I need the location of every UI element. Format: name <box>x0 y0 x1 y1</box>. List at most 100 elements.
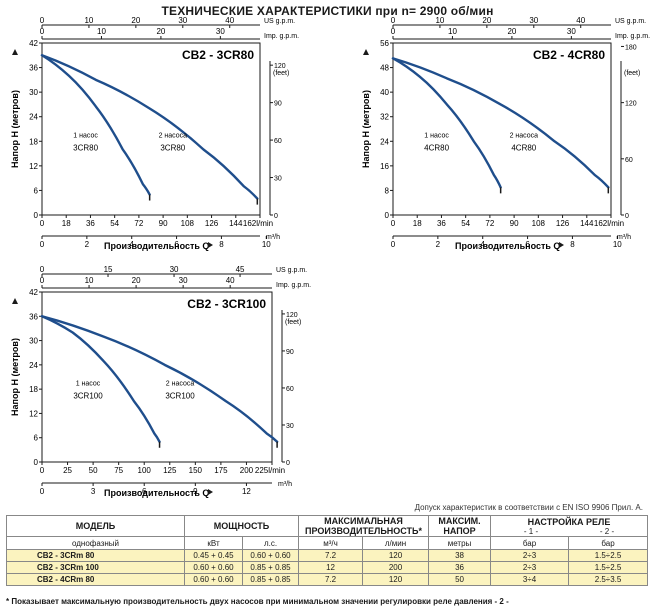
top-tick-label-us: 0 <box>40 265 45 274</box>
bottom-tick-label-m3h: 8 <box>570 240 575 249</box>
bottom-tick-label-m3h: 6 <box>174 240 179 249</box>
x-tick-label: 162l/min <box>243 219 273 228</box>
top-tick-label-imp: 30 <box>567 27 576 36</box>
plot-frame <box>392 42 612 216</box>
y-tick-label: 30 <box>29 88 38 97</box>
y-tick-label: 18 <box>29 137 38 146</box>
curve-annotation-line2: 3CR100 <box>165 392 195 401</box>
x-tick-label: 175 <box>214 466 228 475</box>
cell-kw: 0.45 + 0.45 <box>184 549 243 562</box>
right-tick-label: 60 <box>274 138 282 145</box>
top-tick-label-us: 40 <box>576 16 585 25</box>
y-tick-label: 12 <box>29 409 38 418</box>
unit-lmin: л/мин <box>362 536 430 550</box>
cell-relay-2: 1.5÷2.5 <box>568 561 649 574</box>
x-tick-label: 162l/min <box>594 219 624 228</box>
header-power: МОЩНОСТЬ <box>183 515 300 537</box>
table-header-row: МОДЕЛЬ МОЩНОСТЬ МАКСИМАЛЬНАЯ ПРОИЗВОДИТЕ… <box>6 515 649 537</box>
bottom-axis-unit-m3h: m³/h <box>278 481 292 488</box>
table-row: CB2 - 4CRm 80 0.60 + 0.60 0.85 + 0.85 7.… <box>6 573 649 586</box>
unit-kw: кВт <box>184 536 243 550</box>
y-axis-arrow <box>12 49 18 55</box>
cell-lmin: 200 <box>362 561 430 574</box>
chart-title: CB2 - 3CR80 <box>182 48 254 62</box>
right-tick-label: 30 <box>286 423 294 430</box>
x-tick-label: 18 <box>413 219 422 228</box>
x-tick-label: 144 <box>229 219 243 228</box>
cell-model: CB2 - 3CRm 80 <box>6 549 185 562</box>
y-tick-label: 0 <box>385 211 390 220</box>
x-tick-label: 50 <box>89 466 98 475</box>
top-tick-label-us: 0 <box>40 16 45 25</box>
curve-annotation-line2: 3CR80 <box>73 144 98 153</box>
x-axis-arrow <box>208 489 213 495</box>
cell-relay-1: 2÷3 <box>490 549 570 562</box>
header-max-head-line1: МАКСИМ. <box>438 516 481 527</box>
curve-1-pump <box>40 315 161 443</box>
y-tick-label: 0 <box>34 211 39 220</box>
top-tick-label-us: 15 <box>104 265 113 274</box>
top-tick-label-us: 10 <box>84 16 93 25</box>
x-tick-label: 108 <box>181 219 195 228</box>
x-tick-label: 0 <box>40 219 45 228</box>
x-tick-label: 0 <box>391 219 396 228</box>
bottom-tick-label-m3h: 8 <box>219 240 224 249</box>
cell-m3h: 12 <box>298 561 364 574</box>
bottom-tick-label-m3h: 0 <box>391 240 396 249</box>
spec-table: МОДЕЛЬ МОЩНОСТЬ МАКСИМАЛЬНАЯ ПРОИЗВОДИТЕ… <box>6 515 649 586</box>
footnote: * Показывает максимальную производительн… <box>6 597 509 606</box>
curve-annotation-line2: 3CR80 <box>160 144 185 153</box>
curve-annotation-line1: 2 насоса <box>166 381 195 388</box>
unit-phase: однофазный <box>6 536 185 550</box>
y-tick-label: 18 <box>29 385 38 394</box>
chart-title: CB2 - 3CR100 <box>187 297 266 311</box>
top-axis-label-imp: Imp. g.p.m. <box>264 33 299 40</box>
cell-relay-1: 2÷3 <box>490 561 570 574</box>
right-tick-label: 30 <box>274 176 282 183</box>
top-tick-label-us: 30 <box>170 265 179 274</box>
cell-m3h: 7.2 <box>298 573 364 586</box>
y-tick-label: 0 <box>34 458 39 467</box>
top-tick-label-imp: 20 <box>507 27 516 36</box>
y-tick-label: 36 <box>29 64 38 73</box>
x-tick-label: 126 <box>205 219 219 228</box>
x-tick-label: 150 <box>189 466 203 475</box>
table-row: CB2 - 3CRm 80 0.45 + 0.45 0.60 + 0.60 7.… <box>6 549 649 562</box>
cell-relay-2: 1.5÷2.5 <box>568 549 649 562</box>
y-tick-label: 16 <box>380 162 389 171</box>
cell-head: 50 <box>428 573 492 586</box>
top-tick-label-imp: 20 <box>132 276 141 285</box>
y-tick-label: 12 <box>29 162 38 171</box>
bottom-tick-label-m3h: 6 <box>525 240 530 249</box>
top-axis-label-imp: Imp. g.p.m. <box>615 33 650 40</box>
top-tick-label-us: 0 <box>391 16 396 25</box>
x-tick-label: 108 <box>532 219 546 228</box>
curve-2-pumps <box>40 54 259 200</box>
tolerance-note: Допуск характеристик в соответствии с EN… <box>414 503 643 512</box>
curve-annotation-line1: 1 насос <box>73 133 98 140</box>
y-tick-label: 40 <box>380 88 389 97</box>
x-tick-label: 225l/min <box>255 466 285 475</box>
bottom-tick-label-m3h: 10 <box>613 240 622 249</box>
y-axis-label: Напор H (метров) <box>10 90 20 168</box>
bottom-axis-unit-m3h: m³/h <box>266 234 280 241</box>
x-tick-label: 90 <box>510 219 519 228</box>
x-tick-label: 54 <box>110 219 119 228</box>
bottom-tick-label-m3h: 6 <box>142 487 147 496</box>
y-tick-label: 30 <box>29 337 38 346</box>
y-tick-label: 42 <box>29 39 38 48</box>
x-axis-label: Производительность Q <box>104 241 209 251</box>
bottom-tick-label-m3h: 4 <box>129 240 134 249</box>
x-axis-arrow <box>208 242 213 248</box>
header-max-flow: МАКСИМАЛЬНАЯ ПРОИЗВОДИТЕЛЬНОСТЬ* <box>298 515 430 537</box>
cell-relay-2: 2.5÷3.5 <box>568 573 649 586</box>
top-tick-label-us: 20 <box>482 16 491 25</box>
x-tick-label: 126 <box>556 219 570 228</box>
right-tick-label: 0 <box>274 213 278 220</box>
cell-hp: 0.85 + 0.85 <box>241 573 300 586</box>
y-tick-label: 56 <box>380 39 389 48</box>
right-tick-label: 120 <box>286 312 298 319</box>
y-tick-label: 42 <box>29 288 38 297</box>
curve-annotation-line1: 1 насос <box>76 381 101 388</box>
